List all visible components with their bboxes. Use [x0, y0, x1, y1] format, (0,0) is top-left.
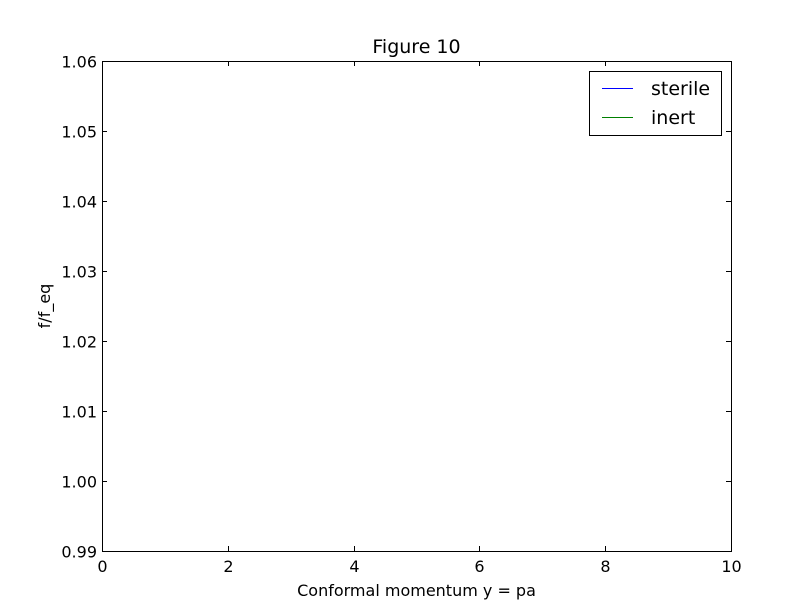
legend-label-inert: inert — [651, 107, 695, 129]
y-tick-label: 1.02 — [61, 333, 97, 352]
y-tick-label: 1.00 — [61, 473, 97, 492]
x-tick-label: 2 — [223, 557, 233, 576]
y-tick-label: 0.99 — [61, 543, 97, 562]
y-tick-label: 1.05 — [61, 123, 97, 142]
plot-area-frame — [102, 61, 732, 552]
legend-box — [589, 71, 722, 136]
chart-title: Figure 10 — [372, 36, 460, 58]
y-axis-ticks: 0.99 1.00 1.01 1.02 1.03 1.04 1.05 1.06 — [61, 53, 731, 562]
y-tick-label: 1.06 — [61, 53, 97, 72]
x-tick-label: 0 — [97, 557, 107, 576]
x-axis-ticks: 0 2 4 6 8 10 — [97, 61, 742, 576]
legend-label-sterile: sterile — [651, 78, 710, 100]
y-tick-label: 1.04 — [61, 193, 97, 212]
x-tick-label: 4 — [349, 557, 359, 576]
x-axis-label: Conformal momentum y = pa — [297, 581, 536, 600]
x-tick-label: 6 — [474, 557, 484, 576]
x-tick-label: 8 — [600, 557, 610, 576]
y-tick-label: 1.03 — [61, 263, 97, 282]
x-tick-label: 10 — [721, 557, 741, 576]
legend: sterile inert — [589, 71, 722, 136]
y-tick-label: 1.01 — [61, 403, 97, 422]
y-axis-label: f/f_eq — [35, 284, 55, 329]
